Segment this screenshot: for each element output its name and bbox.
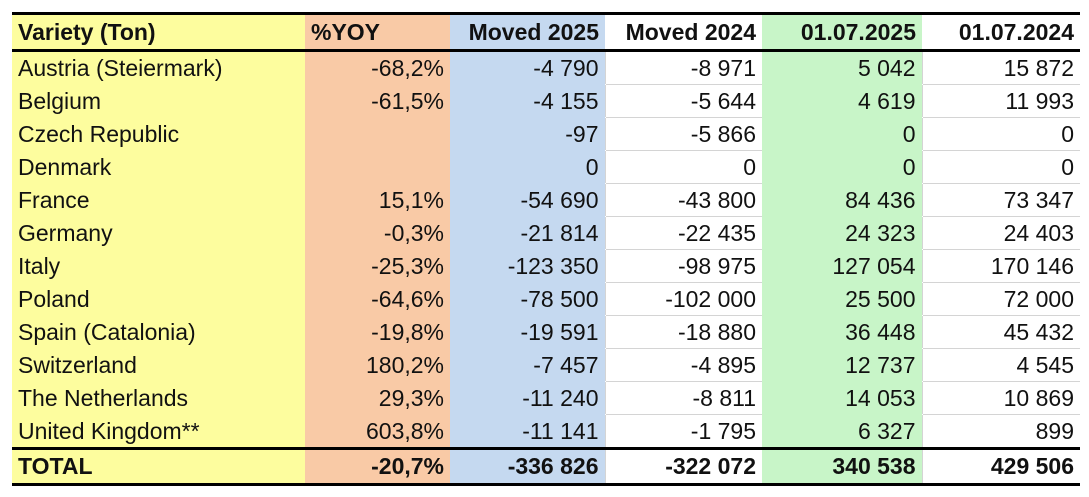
cell-stock-2025-07-01: 0 (762, 150, 922, 184)
cell-yoy: -0,3% (305, 216, 450, 250)
cell-moved-2025: -7 457 (450, 348, 605, 382)
cell-yoy: 180,2% (305, 348, 450, 382)
cell-variety: Belgium (12, 84, 305, 118)
total-stock-2025-07-01: 340 538 (762, 447, 922, 486)
cell-yoy (305, 117, 450, 151)
cell-variety: France (12, 183, 305, 217)
cell-stock-2024-07-01: 73 347 (921, 183, 1080, 217)
cell-moved-2025: 0 (450, 150, 605, 184)
cell-variety: Denmark (12, 150, 305, 184)
cell-stock-2025-07-01: 4 619 (762, 84, 922, 118)
cell-stock-2025-07-01: 0 (762, 117, 922, 151)
cell-yoy: -19,8% (305, 315, 450, 349)
cell-moved-2024: -18 880 (604, 315, 762, 349)
total-moved-2025: -336 826 (450, 447, 605, 486)
cell-yoy: 15,1% (305, 183, 450, 217)
cell-variety: Czech Republic (12, 117, 305, 151)
cell-stock-2025-07-01: 24 323 (762, 216, 922, 250)
header-stock-2025-07-01: 01.07.2025 (762, 12, 922, 52)
cell-moved-2024: -8 811 (604, 381, 762, 415)
cell-yoy: -68,2% (305, 50, 450, 85)
cell-variety: Poland (12, 282, 305, 316)
table-row: Spain (Catalonia) -19,8% -19 591 -18 880 36 … (12, 315, 1080, 349)
cell-moved-2025: -54 690 (450, 183, 605, 217)
table-row: Switzerland 180,2% -7 457 -4 895 12 737 4 545 (12, 348, 1080, 382)
cell-moved-2024: -8 971 (604, 50, 762, 85)
total-row: TOTAL -20,7% -336 826 -322 072 340 538 429 50… (12, 447, 1080, 486)
cell-moved-2024: -4 895 (604, 348, 762, 382)
cell-moved-2024: -5 866 (604, 117, 762, 151)
cell-moved-2024: 0 (604, 150, 762, 184)
table-row: Belgium -61,5% -4 155 -5 644 4 619 11 993 (12, 84, 1080, 118)
cell-stock-2024-07-01: 72 000 (921, 282, 1080, 316)
cell-moved-2024: -98 975 (604, 249, 762, 283)
cell-moved-2025: -78 500 (450, 282, 605, 316)
cell-moved-2025: -11 240 (450, 381, 605, 415)
cell-stock-2024-07-01: 0 (921, 150, 1080, 184)
cell-moved-2024: -5 644 (604, 84, 762, 118)
table-row: Italy -25,3% -123 350 -98 975 127 054 170 146 (12, 249, 1080, 283)
total-variety: TOTAL (12, 447, 305, 486)
cell-moved-2025: -123 350 (450, 249, 605, 283)
total-moved-2024: -322 072 (604, 447, 762, 486)
table-row: The Netherlands 29,3% -11 240 -8 811 14 053 1… (12, 381, 1080, 415)
cell-stock-2025-07-01: 25 500 (762, 282, 922, 316)
cell-yoy: 603,8% (305, 414, 450, 449)
header-row: Variety (Ton) %YOY Moved 2025 Moved 2024 01.… (12, 12, 1080, 52)
cell-stock-2025-07-01: 127 054 (762, 249, 922, 283)
cell-moved-2025: -97 (450, 117, 605, 151)
cell-stock-2024-07-01: 10 869 (921, 381, 1080, 415)
header-moved-2025: Moved 2025 (450, 12, 605, 52)
cell-stock-2024-07-01: 11 993 (921, 84, 1080, 118)
cell-variety: Switzerland (12, 348, 305, 382)
cell-moved-2025: -21 814 (450, 216, 605, 250)
cell-moved-2024: -22 435 (604, 216, 762, 250)
cell-stock-2024-07-01: 899 (921, 414, 1080, 449)
table-row: Poland -64,6% -78 500 -102 000 25 500 72 000 (12, 282, 1080, 316)
table-row: Czech Republic -97 -5 866 0 0 (12, 117, 1080, 151)
data-table: Variety (Ton) %YOY Moved 2025 Moved 2024 01.… (12, 12, 1080, 486)
cell-variety: Germany (12, 216, 305, 250)
cell-stock-2025-07-01: 6 327 (762, 414, 922, 449)
cell-stock-2025-07-01: 5 042 (762, 50, 922, 85)
cell-variety: Italy (12, 249, 305, 283)
cell-yoy (305, 150, 450, 184)
cell-variety: Austria (Steiermark) (12, 50, 305, 85)
cell-stock-2024-07-01: 4 545 (921, 348, 1080, 382)
cell-stock-2024-07-01: 24 403 (921, 216, 1080, 250)
cell-stock-2024-07-01: 15 872 (921, 50, 1080, 85)
cell-moved-2024: -1 795 (604, 414, 762, 449)
cell-yoy: -64,6% (305, 282, 450, 316)
cell-stock-2025-07-01: 36 448 (762, 315, 922, 349)
table-row: Germany -0,3% -21 814 -22 435 24 323 24 403 (12, 216, 1080, 250)
cell-stock-2024-07-01: 45 432 (921, 315, 1080, 349)
cell-stock-2025-07-01: 12 737 (762, 348, 922, 382)
header-moved-2024: Moved 2024 (605, 12, 762, 52)
cell-moved-2024: -102 000 (604, 282, 762, 316)
cell-variety: Spain (Catalonia) (12, 315, 305, 349)
table-row: United Kingdom** 603,8% -11 141 -1 795 6 327… (12, 414, 1080, 449)
cell-variety: The Netherlands (12, 381, 305, 415)
cell-moved-2025: -4 155 (450, 84, 605, 118)
cell-moved-2024: -43 800 (604, 183, 762, 217)
cell-stock-2024-07-01: 170 146 (921, 249, 1080, 283)
cell-yoy: 29,3% (305, 381, 450, 415)
cell-stock-2025-07-01: 84 436 (762, 183, 922, 217)
total-yoy: -20,7% (305, 447, 450, 486)
cell-yoy: -61,5% (305, 84, 450, 118)
header-yoy: %YOY (305, 12, 450, 52)
cell-moved-2025: -19 591 (450, 315, 605, 349)
cell-moved-2025: -11 141 (450, 414, 605, 449)
table-row: France 15,1% -54 690 -43 800 84 436 73 347 (12, 183, 1080, 217)
total-stock-2024-07-01: 429 506 (921, 447, 1080, 486)
table-row: Austria (Steiermark) -68,2% -4 790 -8 971 5 … (12, 50, 1080, 85)
cell-moved-2025: -4 790 (450, 50, 605, 85)
header-stock-2024-07-01: 01.07.2024 (922, 12, 1080, 52)
header-variety: Variety (Ton) (12, 12, 305, 52)
cell-yoy: -25,3% (305, 249, 450, 283)
cell-stock-2024-07-01: 0 (921, 117, 1080, 151)
cell-variety: United Kingdom** (12, 414, 305, 449)
table-row: Denmark 0 0 0 0 (12, 150, 1080, 184)
cell-stock-2025-07-01: 14 053 (762, 381, 922, 415)
